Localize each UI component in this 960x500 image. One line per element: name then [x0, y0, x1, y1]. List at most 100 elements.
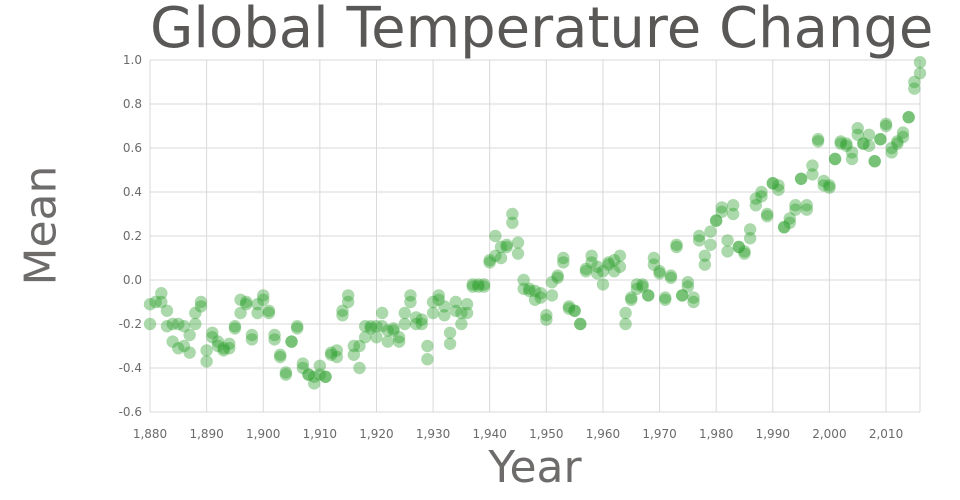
data-point	[908, 82, 921, 95]
data-point	[840, 137, 853, 150]
data-point	[228, 320, 242, 333]
data-point	[257, 289, 270, 302]
data-point	[647, 251, 661, 265]
data-point	[370, 331, 383, 344]
data-point	[681, 276, 695, 289]
data-point	[274, 348, 287, 361]
data-point	[551, 269, 564, 282]
data-point	[217, 344, 230, 357]
data-point	[851, 122, 864, 135]
data-point	[794, 172, 808, 185]
data-point	[562, 302, 576, 315]
data-point	[358, 331, 372, 344]
data-point	[845, 152, 859, 166]
data-point	[421, 353, 434, 366]
data-point	[879, 119, 893, 133]
data-point	[687, 295, 700, 309]
data-point	[517, 273, 530, 287]
data-point	[364, 322, 378, 335]
data-point	[506, 207, 519, 221]
data-point	[715, 205, 729, 218]
data-point	[891, 135, 904, 148]
data-point	[313, 359, 327, 372]
data-point	[879, 117, 893, 130]
y-tick-label: 1.0	[123, 53, 142, 67]
data-point	[166, 335, 179, 348]
data-point	[913, 56, 927, 69]
x-tick-label: 1,920	[359, 427, 393, 441]
data-point	[155, 287, 168, 300]
data-point	[664, 269, 678, 282]
data-point	[534, 291, 547, 304]
data-point	[223, 337, 236, 350]
x-axis-label: Year	[488, 442, 582, 493]
data-point	[183, 328, 196, 342]
data-point	[341, 295, 355, 309]
data-point	[636, 278, 649, 291]
data-point	[409, 317, 423, 331]
data-point	[511, 236, 525, 249]
data-point	[619, 317, 632, 331]
data-point	[834, 135, 847, 148]
data-point	[353, 361, 366, 375]
data-point	[891, 137, 904, 150]
data-point	[896, 126, 910, 139]
data-point	[228, 322, 242, 335]
data-point	[777, 221, 791, 234]
data-point	[251, 298, 264, 311]
data-point	[500, 238, 513, 251]
data-point	[789, 203, 802, 216]
data-point	[500, 240, 513, 254]
data-point	[160, 304, 174, 317]
data-point	[811, 133, 825, 146]
data-point	[336, 304, 349, 317]
data-point	[574, 317, 587, 331]
data-point	[240, 298, 253, 311]
data-point	[319, 370, 332, 383]
data-point	[245, 328, 259, 342]
data-point	[415, 313, 428, 326]
data-point	[896, 130, 910, 144]
data-point	[625, 291, 638, 304]
data-point	[511, 247, 525, 260]
x-tick-label: 1,910	[303, 427, 337, 441]
data-point	[783, 212, 796, 225]
data-point	[285, 335, 298, 348]
data-point	[613, 249, 627, 262]
data-point	[794, 172, 808, 185]
x-tick-label: 1,980	[699, 427, 733, 441]
data-point	[528, 284, 542, 298]
x-tick-label: 1,960	[586, 427, 620, 441]
data-point	[817, 174, 830, 188]
data-point	[760, 210, 774, 223]
data-point	[653, 267, 666, 280]
data-point	[483, 254, 496, 267]
data-point	[608, 265, 621, 278]
data-point	[732, 240, 746, 254]
data-point	[183, 346, 196, 359]
data-point	[772, 179, 785, 192]
data-point	[557, 256, 570, 269]
data-point	[307, 377, 321, 390]
data-point	[296, 361, 310, 375]
data-point	[874, 133, 887, 146]
data-point	[443, 326, 457, 339]
x-tick-label: 2,010	[869, 427, 903, 441]
data-point	[681, 280, 695, 293]
y-tick-label: 0.4	[123, 185, 142, 199]
data-point	[432, 289, 445, 302]
data-point	[523, 284, 536, 298]
data-point	[489, 229, 502, 243]
x-tick-label: 1,880	[133, 427, 167, 441]
data-point	[568, 304, 581, 317]
data-point	[341, 289, 355, 302]
data-point	[200, 344, 213, 357]
data-point	[381, 335, 394, 348]
data-point	[506, 216, 519, 229]
data-point	[375, 320, 389, 333]
y-axis-ticks: 1.0 0.8 0.6 0.4 0.2 0.0 -0.2 -0.4 -0.6	[119, 53, 142, 419]
data-point	[528, 293, 542, 306]
data-point	[370, 320, 383, 333]
data-point	[211, 339, 225, 353]
data-point	[670, 240, 683, 254]
